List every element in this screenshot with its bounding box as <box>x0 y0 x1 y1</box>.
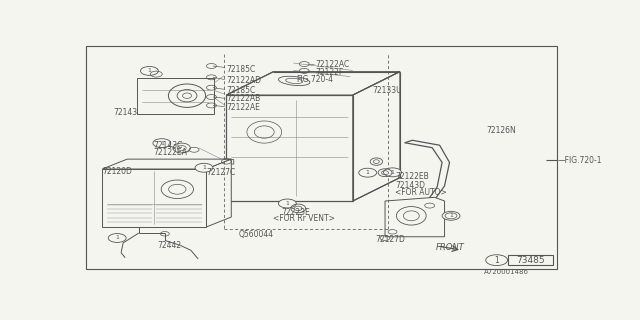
Text: 72122AB: 72122AB <box>227 94 260 103</box>
Text: 72442: 72442 <box>157 241 181 250</box>
Polygon shape <box>102 159 231 169</box>
Text: 72122AD: 72122AD <box>227 76 261 85</box>
Text: 1: 1 <box>449 213 453 218</box>
Text: 72122EA: 72122EA <box>154 148 188 157</box>
Polygon shape <box>227 95 353 201</box>
Text: 72143C: 72143C <box>154 141 183 150</box>
Circle shape <box>486 255 508 266</box>
Text: 1: 1 <box>365 170 370 175</box>
Text: 73485: 73485 <box>516 256 545 265</box>
Text: 1: 1 <box>202 165 206 170</box>
Text: 72143D: 72143D <box>395 180 425 189</box>
Text: 1: 1 <box>160 140 164 146</box>
Circle shape <box>195 163 213 172</box>
Text: 1: 1 <box>494 256 499 265</box>
Circle shape <box>278 199 296 208</box>
Text: <FOR AUTO>: <FOR AUTO> <box>395 188 447 197</box>
Text: Q560044: Q560044 <box>239 230 274 239</box>
Text: —FIG.720-1: —FIG.720-1 <box>557 156 602 165</box>
Polygon shape <box>385 197 445 237</box>
Circle shape <box>383 168 401 177</box>
Circle shape <box>108 234 126 243</box>
Text: 1: 1 <box>115 236 119 241</box>
Text: 72223E: 72223E <box>281 208 310 217</box>
Text: 1: 1 <box>285 201 289 206</box>
Text: 72122EB: 72122EB <box>395 172 429 181</box>
Bar <box>508 255 553 265</box>
Text: 72122AC: 72122AC <box>316 60 350 69</box>
Bar <box>137 78 214 114</box>
Circle shape <box>153 139 171 148</box>
Polygon shape <box>102 169 207 227</box>
Text: 72127C: 72127C <box>207 168 236 177</box>
Text: 72133U: 72133U <box>372 86 403 95</box>
Text: FIG.720-4: FIG.720-4 <box>296 75 333 84</box>
Circle shape <box>141 67 158 75</box>
Text: 72185C: 72185C <box>227 86 255 95</box>
Text: 72122F: 72122F <box>316 68 344 77</box>
Text: 72127D: 72127D <box>375 235 405 244</box>
Text: FRONT: FRONT <box>436 243 465 252</box>
Text: 1: 1 <box>147 68 152 73</box>
Text: <FOR Rr VENT>: <FOR Rr VENT> <box>273 214 335 223</box>
Text: A720001486: A720001486 <box>484 269 529 276</box>
Polygon shape <box>227 72 400 95</box>
Circle shape <box>442 212 460 220</box>
Text: 72126N: 72126N <box>486 126 516 135</box>
Text: 72122AE: 72122AE <box>227 103 260 112</box>
Text: 72185C: 72185C <box>227 65 255 74</box>
Text: 72120D: 72120D <box>102 167 132 176</box>
Polygon shape <box>216 159 234 164</box>
Polygon shape <box>207 159 231 227</box>
Text: 1: 1 <box>390 170 394 175</box>
Circle shape <box>359 168 376 177</box>
Polygon shape <box>353 72 400 201</box>
Text: 72143: 72143 <box>114 108 138 117</box>
